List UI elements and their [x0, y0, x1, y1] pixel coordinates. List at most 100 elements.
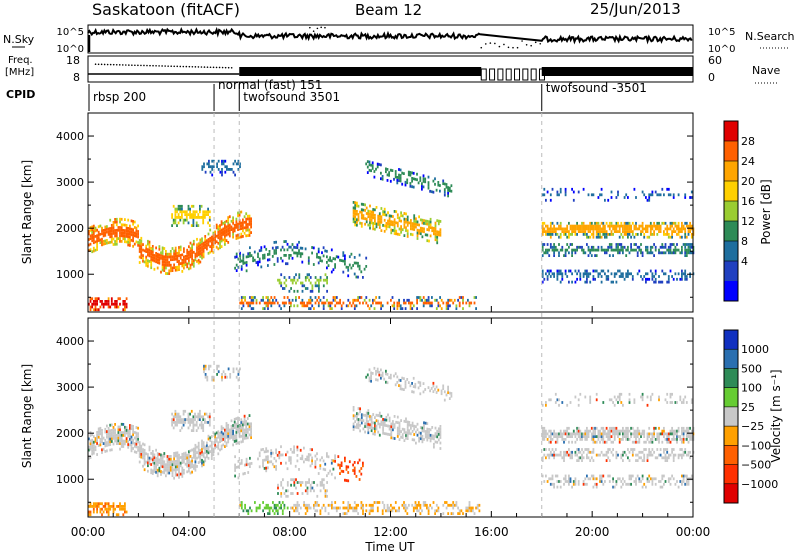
echo-cell: [107, 432, 110, 436]
echo-cell: [225, 430, 228, 434]
echo-cell: [465, 506, 468, 510]
echo-cell: [418, 436, 420, 440]
echo-cell: [106, 502, 108, 506]
echo-cell: [306, 503, 309, 507]
echo-cell: [242, 437, 244, 441]
echo-cell: [640, 233, 642, 236]
freq-gap-pulse: [530, 68, 537, 81]
echo-cell: [608, 448, 611, 451]
echo-cell: [115, 439, 118, 443]
echo-cell: [147, 458, 149, 462]
echo-cell: [301, 246, 304, 250]
echo-cell: [654, 456, 657, 460]
echo-cell: [206, 242, 208, 245]
echo-cell: [468, 301, 471, 305]
echo-cell: [545, 272, 547, 276]
echo-cell: [307, 458, 310, 462]
echo-cell: [245, 436, 248, 440]
echo-cell: [179, 204, 182, 208]
echo-cell: [382, 423, 384, 427]
echo-cell: [225, 441, 228, 445]
echo-cell: [674, 251, 677, 255]
echo-cell: [295, 478, 297, 482]
echo-cell: [672, 435, 675, 438]
echo-cell: [669, 245, 672, 249]
echo-cell: [242, 221, 244, 224]
echo-cell: [549, 438, 552, 441]
echo-cell: [620, 453, 623, 457]
echo-cell: [335, 301, 338, 305]
echo-cell: [467, 506, 469, 510]
echo-cell: [306, 481, 309, 484]
echo-cell: [330, 270, 333, 274]
echo-cell: [558, 254, 560, 257]
echo-cell: [225, 225, 228, 229]
echo-cell: [572, 480, 575, 483]
echo-cell: [476, 506, 479, 510]
echo-cell: [262, 296, 264, 299]
echo-cell: [235, 433, 238, 437]
echo-cell: [664, 245, 667, 249]
echo-cell: [176, 415, 178, 419]
echo-cell: [594, 227, 596, 231]
echo-cell: [612, 429, 614, 433]
echo-cell: [192, 262, 195, 265]
echo-cell: [399, 307, 402, 310]
echo-cell: [423, 424, 425, 427]
echo-cell: [576, 248, 578, 252]
echo-cell: [228, 428, 231, 432]
echo-cell: [268, 252, 271, 256]
echo-cell: [563, 453, 565, 457]
echo-cell: [177, 221, 180, 225]
echo-cell: [220, 236, 223, 240]
echo-cell: [687, 432, 690, 436]
echo-cell: [242, 218, 244, 222]
echo-cell: [615, 243, 618, 246]
echo-cell: [413, 222, 416, 226]
echo-cell: [359, 410, 361, 413]
echo-cell: [630, 272, 632, 276]
echo-cell: [380, 171, 382, 175]
echo-cell: [577, 456, 580, 460]
echo-cell: [220, 231, 223, 235]
echo-cell: [453, 503, 456, 507]
echo-cell: [419, 431, 422, 435]
echo-cell: [283, 304, 286, 308]
echo-cell: [306, 489, 309, 493]
echo-cell: [232, 370, 235, 374]
echo-cell: [107, 510, 110, 514]
echo-cell: [561, 438, 564, 441]
echo-cell: [581, 438, 583, 441]
echo-cell: [631, 248, 634, 252]
echo-cell: [204, 246, 207, 249]
echo-cell: [553, 248, 555, 252]
echo-cell: [607, 233, 610, 236]
echo-cell: [667, 440, 670, 444]
echo-cell: [347, 304, 350, 308]
echo-cell: [321, 456, 323, 460]
echo-cell: [354, 204, 357, 207]
echo-cell: [190, 418, 193, 421]
echo-cell: [283, 281, 286, 285]
echo-cell: [196, 237, 198, 241]
echo-cell: [590, 227, 593, 231]
echo-cell: [396, 181, 399, 185]
echo-cell: [344, 512, 346, 515]
echo-cell: [191, 243, 193, 247]
echo-cell: [150, 457, 153, 461]
echo-cell: [150, 468, 153, 472]
echo-cell: [651, 245, 654, 249]
echo-cell: [190, 216, 193, 219]
echo-cell: [185, 213, 188, 216]
echo-cell: [551, 477, 554, 481]
echo-cell: [192, 415, 195, 419]
echo-cell: [247, 512, 250, 515]
echo-cell: [174, 246, 177, 250]
echo-cell: [421, 426, 424, 430]
echo-cell: [594, 426, 596, 430]
echo-cell: [548, 477, 551, 481]
echo-cell: [364, 217, 366, 221]
echo-cell: [447, 191, 449, 195]
echo-cell: [203, 364, 205, 368]
echo-cell: [685, 429, 688, 433]
